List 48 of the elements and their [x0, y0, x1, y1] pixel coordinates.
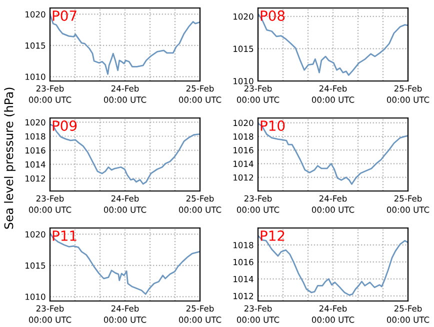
y-axis-title: Sea level pressure (hPa): [4, 88, 16, 229]
x-tick-label: 24-Feb 00:00 UTC: [312, 195, 354, 213]
y-tick-label: 1012: [234, 292, 253, 300]
y-tick-label: 1016: [26, 147, 46, 154]
y-tick-label: 1020: [26, 231, 46, 238]
x-tick-label: 23-Feb 00:00 UTC: [28, 305, 72, 323]
x-tick-label: 23-Feb 00:00 UTC: [236, 305, 280, 323]
x-tick-label: 23-Feb 00:00 UTC: [28, 85, 72, 103]
y-tick-label: 1014: [234, 276, 254, 282]
x-tick-label: 25-Feb 00:00 UTC: [386, 85, 430, 103]
x-tick-label: 24-Feb 00:00 UTC: [312, 85, 354, 103]
x-tick-label: 24-Feb 00:00 UTC: [104, 195, 146, 213]
y-tick-label: 1018: [26, 133, 46, 140]
y-tick-label: 1010: [26, 74, 46, 80]
chart-title: P09: [52, 120, 77, 131]
y-tick-label: 1015: [26, 262, 46, 269]
y-tick-label: 1016: [234, 258, 254, 266]
y-tick-label: 1012: [26, 175, 45, 182]
y-tick-label: 1010: [26, 294, 46, 300]
chart-title: P07: [52, 10, 76, 21]
x-tick-label: 24-Feb 00:00 UTC: [104, 85, 146, 103]
chart-title: P08: [260, 10, 285, 21]
chart-title: P10: [260, 120, 285, 131]
chart-title: P12: [260, 230, 284, 241]
y-tick-label: 1014: [26, 161, 46, 168]
x-tick-label: 23-Feb 00:00 UTC: [28, 195, 72, 213]
x-tick-label: 25-Feb 00:00 UTC: [178, 85, 222, 103]
y-tick-label: 1020: [234, 120, 254, 126]
y-tick-label: 1018: [234, 133, 254, 140]
y-tick-label: 1014: [234, 160, 254, 167]
y-tick-label: 1020: [234, 13, 254, 20]
y-tick-label: 1020: [26, 11, 46, 18]
x-tick-label: 24-Feb 00:00 UTC: [104, 305, 146, 323]
x-tick-label: 23-Feb 00:00 UTC: [236, 85, 280, 103]
y-tick-label: 1016: [234, 147, 254, 154]
x-tick-label: 25-Feb 00:00 UTC: [386, 305, 430, 323]
chart-title: P11: [52, 230, 76, 241]
x-tick-label: 25-Feb 00:00 UTC: [178, 195, 222, 213]
x-tick-label: 23-Feb 00:00 UTC: [236, 195, 280, 213]
y-tick-label: 1018: [234, 242, 254, 248]
y-tick-label: 1020: [26, 119, 46, 126]
y-tick-label: 1015: [26, 42, 46, 49]
y-tick-label: 1015: [234, 46, 254, 52]
y-tick-label: 1012: [234, 174, 253, 181]
x-tick-label: 25-Feb 00:00 UTC: [386, 195, 430, 213]
x-tick-label: 25-Feb 00:00 UTC: [178, 305, 222, 323]
y-tick-label: 1010: [234, 78, 254, 84]
x-tick-label: 24-Feb 00:00 UTC: [312, 305, 354, 323]
